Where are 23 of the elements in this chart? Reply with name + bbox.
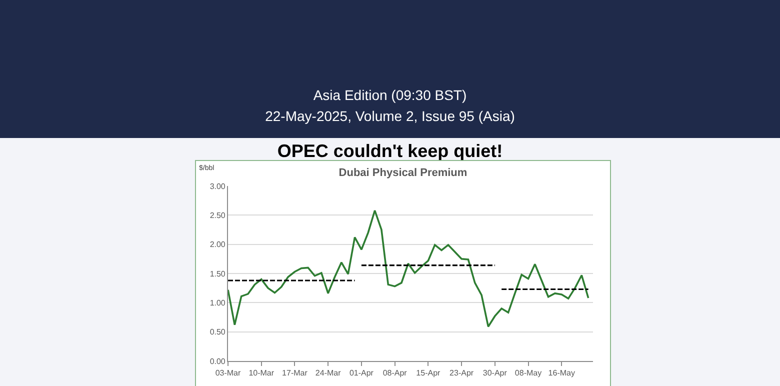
x-tick-label: 16-May	[548, 368, 575, 378]
x-tick-label: 17-Mar	[282, 368, 308, 378]
y-tick-label: 0.00	[210, 356, 226, 366]
x-tick-label: 10-Mar	[248, 368, 274, 378]
chart-title: OPEC couldn't keep quiet!	[276, 141, 504, 162]
chart-subtitle: Dubai Physical Premium	[338, 167, 468, 180]
line-series	[228, 210, 590, 328]
y-tick-label: 1.00	[210, 298, 226, 308]
x-tick-label: 08-May	[514, 368, 542, 378]
x-tick-label: 03-Mar	[215, 368, 242, 378]
y-tick-label: 1.50	[210, 269, 226, 278]
x-tick-label: 24-Mar	[315, 368, 342, 378]
x-tick-label: 30-Apr	[482, 368, 508, 378]
text: Asia Edition (09:30 BST)	[312, 87, 468, 103]
x-tick-label: 23-Apr	[450, 368, 474, 378]
x-tick-label: 15-Apr	[416, 368, 441, 378]
x-tick-label: 01-Apr	[349, 368, 374, 378]
y-tick-label: 3.00	[210, 182, 226, 191]
x-tick-label: 08-Apr	[382, 368, 408, 378]
y-tick-label: 0.50	[210, 328, 226, 337]
y-tick-label: 2.50	[210, 210, 226, 220]
text: 22-May-2025, Volume 2, Issue 95 (Asia)	[264, 108, 516, 124]
y-tick-label: 2.00	[210, 240, 226, 250]
